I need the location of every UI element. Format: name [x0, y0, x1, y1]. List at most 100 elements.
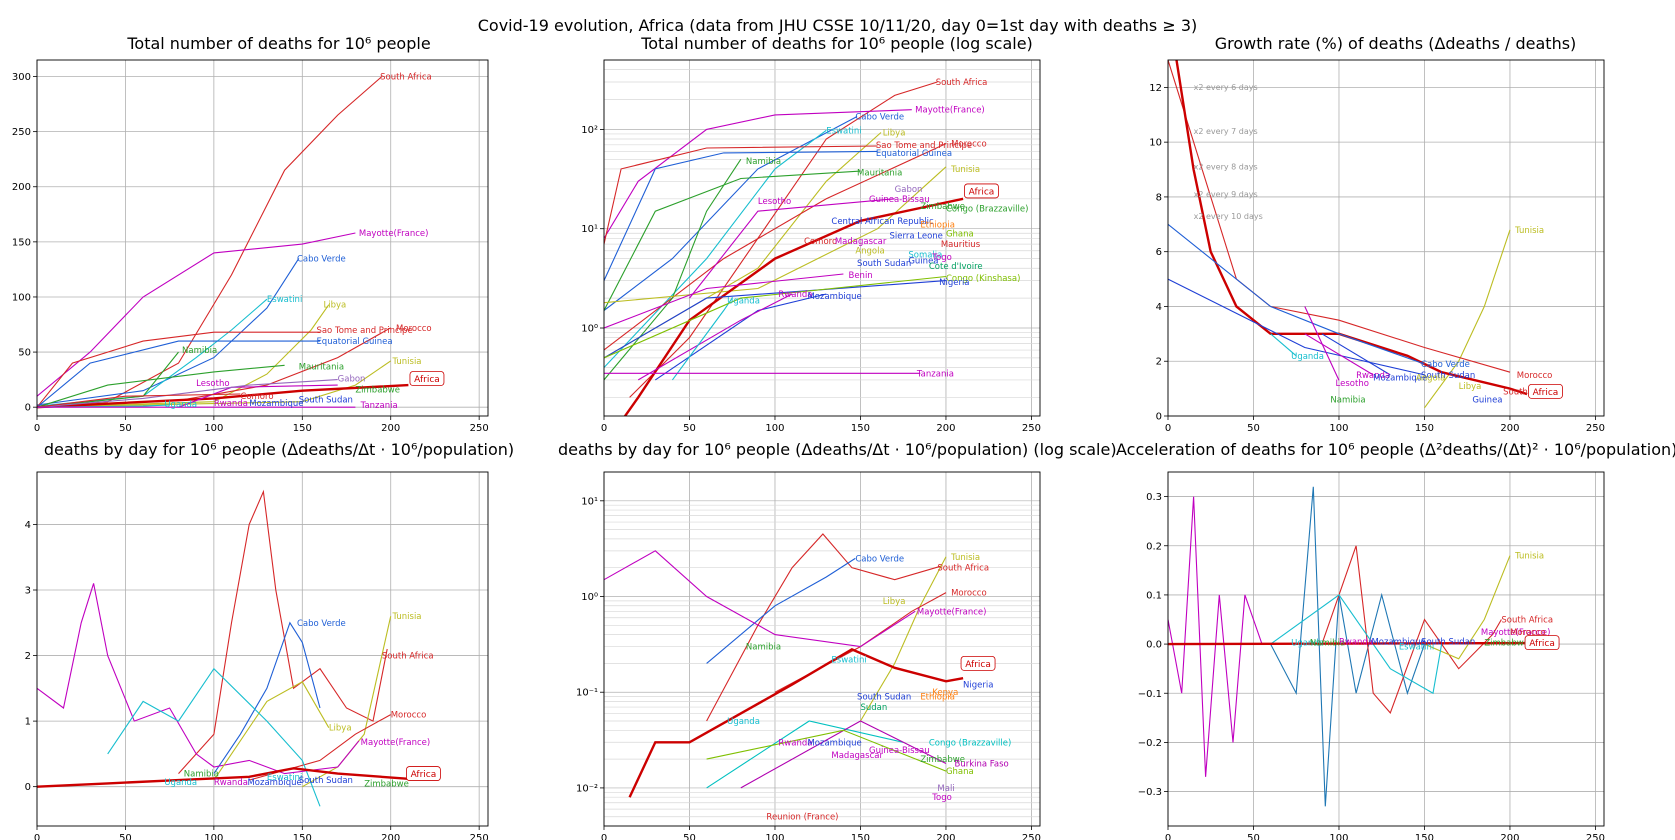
- series-line-mayotte-france-: [1168, 496, 1263, 777]
- series-line-cabo-verde: [706, 557, 856, 664]
- country-label: Eswatini: [267, 773, 302, 783]
- country-label: Uganda: [1291, 352, 1324, 362]
- axes-frame: [603, 59, 1041, 417]
- country-label: Libya: [329, 724, 352, 734]
- series-line-sao-tome-and-principe: [37, 331, 320, 408]
- series-line-mauritania: [604, 170, 861, 311]
- y-tick-label: 0.2: [1146, 541, 1162, 552]
- series-line-uganda: [1270, 333, 1297, 357]
- series-line-africa: [37, 383, 409, 409]
- panel-deaths-by-day-log: deaths by day for 10⁶ people (Δdeaths/Δt…: [558, 440, 1117, 840]
- axes-frame: [36, 59, 489, 417]
- country-label: Kenya: [932, 688, 958, 698]
- annotation-label: x2 every 9 days: [1194, 190, 1258, 199]
- series-line-tunisia: [1424, 555, 1511, 660]
- country-label: Equatorial Guinea: [876, 149, 952, 159]
- series-line-mayotte-france-: [37, 232, 356, 397]
- chart-growth-rate: 0 50 100 150 200 250 0 2 4 6 8 10 12 x2 every 6 days x…: [1149, 59, 1605, 434]
- x-tick-label: 0: [1165, 833, 1171, 840]
- country-label: Central African Republic: [831, 217, 934, 227]
- country-label: Tanzania: [916, 369, 954, 379]
- y-tick-label: 3: [25, 586, 31, 597]
- y-tick-label: 8: [1156, 192, 1162, 203]
- country-label: Tunisia: [391, 357, 421, 367]
- panel-title: Total number of deaths for 10⁶ people (l…: [641, 34, 1033, 53]
- country-label: Togo: [931, 793, 952, 803]
- country-label: Eswatini: [826, 126, 861, 136]
- country-label: South Africa: [937, 564, 989, 574]
- series-line-uganda: [671, 297, 733, 381]
- x-tick-label: 250: [1022, 833, 1041, 840]
- annotation-label: x2 every 8 days: [1194, 163, 1258, 172]
- country-label: Sierra Leone: [890, 232, 943, 242]
- country-label: Nigeria: [939, 278, 969, 288]
- country-label: Mauritania: [299, 362, 344, 372]
- x-tick-label: 0: [34, 833, 40, 840]
- country-label: Rwanda: [214, 778, 248, 788]
- series-line-equatorial-guinea: [604, 150, 878, 281]
- country-label: Mozambique: [807, 738, 861, 748]
- country-label: Tunisia: [1514, 226, 1544, 236]
- country-label: Libya: [883, 597, 906, 607]
- y-tick-label: 4: [25, 520, 31, 531]
- africa-label: Africa: [965, 660, 991, 670]
- country-label: Rwanda: [778, 290, 812, 300]
- y-tick-label: 0: [25, 403, 31, 414]
- country-label: Zimbabwe: [920, 755, 965, 765]
- country-label: Namibia: [184, 770, 219, 780]
- series-line-eswatini: [107, 667, 321, 807]
- y-tick-label: 2: [1156, 357, 1162, 368]
- panel-title: Acceleration of deaths for 10⁶ people (Δ…: [1116, 440, 1675, 459]
- series-line-mayotte-france-: [604, 109, 912, 239]
- series-line-congo-kinshasa-: [604, 275, 947, 359]
- country-label: South Africa: [1501, 616, 1553, 626]
- panel-title: deaths by day for 10⁶ people (Δdeaths/Δt…: [43, 440, 515, 459]
- series-line-libya: [213, 681, 330, 781]
- series-line-south-africa: [629, 81, 938, 398]
- y-tick-label: 10⁻¹: [576, 688, 598, 699]
- y-tick-label: 10⁰: [581, 592, 598, 603]
- x-tick-label: 150: [1415, 423, 1434, 434]
- x-tick-label: 250: [1022, 423, 1041, 434]
- x-tick-label: 150: [293, 423, 312, 434]
- x-tick-label: 150: [293, 833, 312, 840]
- country-label: Madagascar: [835, 237, 887, 247]
- series-line-rwanda: [1304, 333, 1374, 376]
- africa-label-box: [1528, 383, 1563, 399]
- country-label: Mozambique: [1371, 638, 1425, 648]
- series-line-burkina-faso: [740, 720, 947, 789]
- x-tick-label: 150: [1415, 833, 1434, 840]
- series-line-gabon: [37, 379, 338, 408]
- series-line-tunisia: [1424, 229, 1511, 409]
- africa-label: Africa: [414, 375, 440, 385]
- country-label: Somalia: [908, 250, 942, 260]
- y-tick-label: 10⁻²: [576, 783, 598, 794]
- country-label: Zimbabwe: [1484, 639, 1529, 649]
- series-line-mozambique: [1321, 333, 1391, 376]
- series-line-nigeria: [604, 280, 947, 359]
- country-label: Namibia: [746, 643, 781, 653]
- series-line-cabo-verde: [37, 258, 300, 406]
- x-tick-label: 200: [381, 423, 400, 434]
- series-line-south-africa: [1321, 545, 1502, 714]
- country-label: South Sudan: [857, 259, 911, 269]
- series-line-morocco: [604, 143, 947, 351]
- country-label: Cabo Verde: [1421, 360, 1470, 370]
- annotation-label: x2 every 6 days: [1194, 83, 1258, 92]
- country-label: Mozambique: [1373, 374, 1427, 384]
- country-label: Cabo Verde: [297, 619, 346, 629]
- y-tick-label: 10¹: [581, 496, 598, 507]
- y-tick-label: 10²: [581, 125, 598, 136]
- country-label: Congo (Kinshasa): [946, 274, 1020, 284]
- country-label: Tunisia: [950, 165, 980, 175]
- series-line-sao-tome-and-principe: [604, 145, 878, 245]
- series-line-africa: [623, 197, 964, 416]
- country-label: Mozambique: [247, 778, 301, 788]
- x-tick-label: 250: [470, 833, 489, 840]
- series-line-eswatini: [37, 298, 268, 407]
- country-label: Libya: [324, 301, 347, 311]
- series-line-eswatini: [604, 129, 827, 368]
- annotation-label: x2 every 10 days: [1194, 212, 1263, 221]
- y-tick-label: 0: [1156, 412, 1162, 423]
- africa-label-box: [964, 183, 999, 199]
